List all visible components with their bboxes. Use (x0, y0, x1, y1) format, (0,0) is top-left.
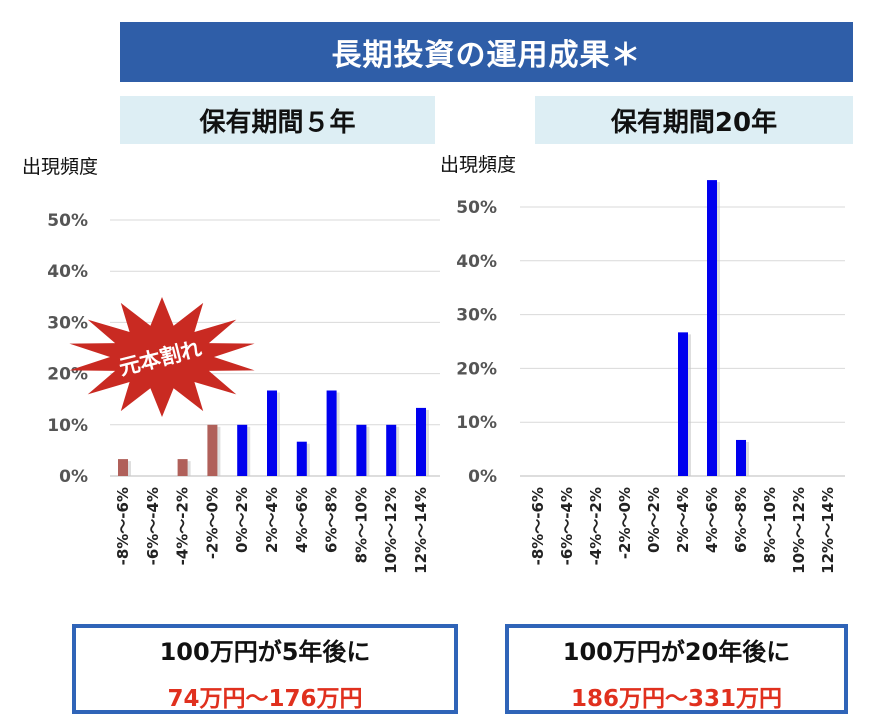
right-xtick-label: 6%～8% (732, 487, 750, 553)
left-xtick-label: 0%～2% (233, 487, 251, 553)
right-ytick-label: 50% (456, 198, 497, 218)
left-bar (118, 459, 128, 476)
page-title: 長期投資の運用成果＊ (120, 22, 853, 82)
result-title-20y: 100万円が20年後に (562, 638, 791, 666)
left-y-axis-title: 出現頻度 (22, 156, 99, 178)
loss-burst-shape (69, 297, 255, 417)
result-box-20y: 100万円が20年後に 186万円～331万円 (505, 624, 848, 714)
left-xtick-label: -4%～-2% (174, 487, 192, 565)
result-title-5y: 100万円が5年後に (159, 638, 371, 666)
right-y-axis-title: 出現頻度 (440, 154, 517, 176)
left-xtick-label: 12%～14% (412, 487, 430, 574)
period-5y-label: 保有期間５年 (120, 96, 435, 144)
left-xtick-label: 4%～6% (293, 487, 311, 553)
period-20y-label: 保有期間20年 (535, 96, 853, 144)
right-ytick-label: 40% (456, 252, 497, 272)
right-ytick-label: 0% (468, 467, 497, 487)
right-xtick-label: -2%～0% (616, 487, 634, 559)
left-bar (296, 441, 307, 476)
left-ytick-label: 0% (59, 467, 88, 487)
right-xtick-label: 10%～12% (790, 487, 808, 574)
left-bar (416, 407, 426, 476)
left-bar (326, 390, 337, 476)
right-xtick-label: 12%～14% (819, 487, 837, 574)
left-xtick-label: -6%～-4% (144, 487, 162, 565)
left-bar (386, 424, 397, 476)
left-bar (177, 459, 188, 476)
right-bar (678, 332, 688, 476)
right-xtick-label: -4%～-2% (587, 487, 605, 565)
result-range-5y: 74万円～176万円 (167, 686, 363, 712)
left-ytick-label: 30% (47, 313, 88, 333)
left-bar (207, 424, 218, 476)
left-bar (267, 390, 277, 476)
right-xtick-label: 0%～2% (645, 487, 663, 553)
right-bar (707, 180, 717, 476)
right-xtick-label: -8%～-6% (529, 487, 547, 565)
result-range-20y: 186万円～331万円 (570, 686, 783, 712)
right-ytick-label: 20% (456, 359, 497, 379)
right-ytick-label: 10% (456, 413, 497, 433)
left-xtick-label: -2%～0% (203, 487, 221, 559)
left-bar (356, 424, 367, 476)
right-xtick-label: 2%～4% (674, 487, 692, 553)
right-ytick-label: 30% (456, 306, 497, 326)
left-ytick-label: 40% (47, 262, 88, 282)
right-bar (736, 439, 746, 476)
right-xtick-label: 4%～6% (703, 487, 721, 553)
left-xtick-label: 8%～10% (352, 487, 370, 563)
result-box-5y: 100万円が5年後に 74万円～176万円 (72, 624, 458, 714)
left-xtick-label: 10%～12% (382, 487, 400, 574)
left-ytick-label: 10% (47, 416, 88, 436)
right-xtick-label: 8%～10% (761, 487, 779, 563)
left-bar (237, 424, 248, 476)
left-ytick-label: 50% (47, 211, 88, 231)
left-xtick-label: -8%～-6% (114, 487, 132, 565)
left-xtick-label: 6%～8% (323, 487, 341, 553)
right-xtick-label: -6%～-4% (558, 487, 576, 565)
left-xtick-label: 2%～4% (263, 487, 281, 553)
